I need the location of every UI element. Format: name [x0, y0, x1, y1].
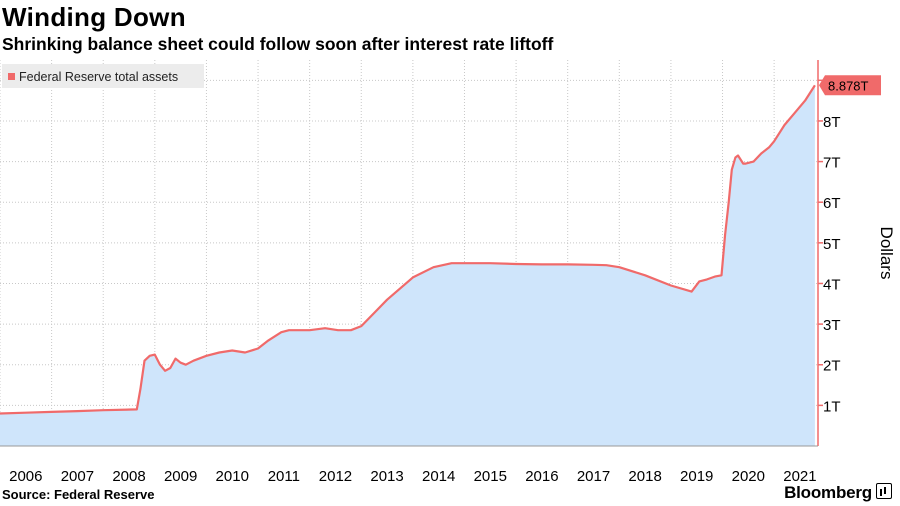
last-value-tag-shape	[819, 75, 881, 96]
legend-swatch	[8, 73, 15, 80]
y-axis-ticks: 1T2T3T4T5T6T7T8T9T	[818, 73, 841, 415]
x-tick-label-2007: 2007	[61, 468, 94, 485]
x-tick-label-2021: 2021	[783, 468, 816, 485]
legend-background	[2, 64, 204, 88]
chart-title: Winding Down	[2, 2, 186, 32]
brand-name: Bloomberg	[784, 483, 872, 502]
x-tick-label-2017: 2017	[577, 468, 610, 485]
y-tick-label-2: 2T	[823, 358, 841, 375]
y-tick-label-6: 6T	[823, 195, 841, 212]
x-tick-label-2016: 2016	[525, 468, 558, 485]
x-tick-label-2013: 2013	[370, 468, 403, 485]
y-tick-label-1: 1T	[823, 398, 841, 415]
x-axis-ticks: 2006 2007 2008 2009 2010 2011 2012 2013 2014 2015…	[9, 468, 817, 485]
x-tick-label-2012: 2012	[319, 468, 352, 485]
x-tick-label-2014: 2014	[422, 468, 455, 485]
y-tick-label-4: 4T	[823, 276, 841, 293]
y-tick-label-8: 8T	[823, 114, 841, 131]
y-tick-label-3: 3T	[823, 317, 841, 334]
source-note: Source: Federal Reserve	[2, 487, 155, 502]
x-tick-label-2018: 2018	[628, 468, 661, 485]
x-tick-label-2020: 2020	[732, 468, 765, 485]
x-tick-label-2015: 2015	[474, 468, 507, 485]
x-tick-label-2010: 2010	[216, 468, 249, 485]
chart-subtitle: Shrinking balance sheet could follow soo…	[2, 34, 554, 54]
legend: Federal Reserve total assets	[2, 64, 204, 88]
last-value-tag: 8.878T	[819, 75, 881, 96]
x-tick-label-2006: 2006	[9, 468, 42, 485]
last-value-label: 8.878T	[828, 78, 869, 93]
y-axis-label: Dollars	[877, 227, 896, 280]
chart-icon	[876, 483, 892, 499]
legend-label: Federal Reserve total assets	[19, 70, 178, 84]
series-line	[0, 84, 816, 415]
x-tick-label-2008: 2008	[112, 468, 145, 485]
x-tick-label-2011: 2011	[268, 468, 300, 485]
y-tick-label-7: 7T	[823, 155, 841, 172]
x-tick-label-2019: 2019	[680, 468, 713, 485]
x-tick-label-2009: 2009	[164, 468, 197, 485]
series-area	[0, 85, 815, 447]
bloomberg-logo: Bloomberg	[784, 483, 892, 503]
y-tick-label-5: 5T	[823, 236, 841, 253]
